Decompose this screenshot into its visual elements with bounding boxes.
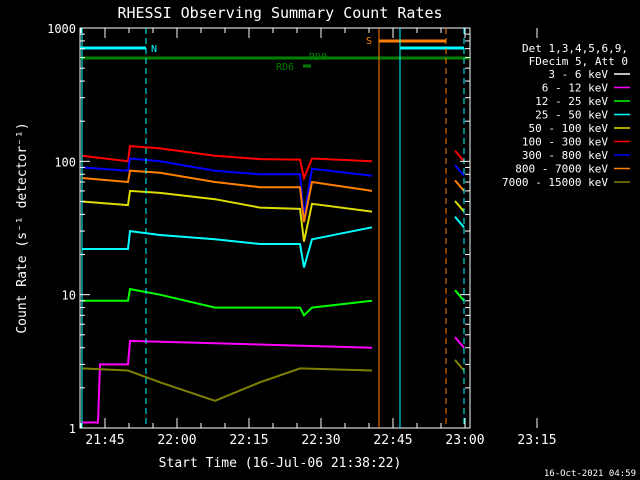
series-line [454, 200, 465, 213]
rd0-label: RD0 [309, 52, 327, 63]
legend-header: FDecim 5, Att 0 [529, 55, 628, 68]
x-tick-label: 22:00 [157, 433, 196, 448]
plot-frame [79, 27, 471, 429]
legend-entry: 12 - 25 keV [535, 95, 608, 108]
legend-entry: 800 - 7000 keV [515, 163, 608, 176]
legend: Det 1,3,4,5,6,9,FDecim 5, Att 03 - 6 keV… [502, 42, 630, 189]
series-line [82, 226, 373, 268]
series-line [81, 157, 373, 218]
legend-entry: 25 - 50 keV [535, 109, 608, 122]
legend-entry: 300 - 800 keV [522, 149, 608, 162]
y-tick-label: 100 [54, 155, 76, 169]
y-axis-label: Count Rate (s⁻¹ detector⁻¹) [15, 122, 30, 333]
series-line [454, 216, 465, 228]
y-tick-label: 10 [62, 289, 76, 303]
x-tick-label: 22:15 [229, 433, 268, 448]
x-tick-label: 23:15 [517, 433, 556, 448]
series-line [81, 145, 373, 182]
chart-title: RHESSI Observing Summary Count Rates [117, 4, 442, 22]
legend-entry: 100 - 300 keV [522, 136, 608, 149]
x-tick-label: 22:45 [373, 433, 412, 448]
axes-layer: 1 10 100 1000 21:45 22:00 22:15 22:30 22:45 23:00… [47, 22, 556, 448]
y-tick-label: 1 [69, 422, 76, 436]
series-line [82, 339, 373, 424]
flags-layer: RD0 RD6 N S [80, 28, 470, 428]
series-line [81, 169, 373, 223]
legend-entry: 50 - 100 keV [529, 122, 609, 135]
night-label: N [151, 44, 157, 55]
series-line [82, 287, 373, 317]
x-tick-label: 21:45 [85, 433, 124, 448]
x-axis-label: Start Time (16-Jul-06 21:38:22) [159, 456, 402, 471]
series-layer [81, 145, 465, 424]
series-line [454, 359, 465, 372]
series-line [454, 164, 465, 177]
series-line [454, 150, 465, 162]
rd6-label: RD6 [276, 62, 294, 73]
series-line [81, 367, 373, 402]
series-line [81, 189, 373, 242]
x-tick-label: 22:30 [301, 433, 340, 448]
saa-label: S [366, 36, 372, 47]
series-line [454, 179, 465, 192]
series-line [454, 336, 465, 349]
render-timestamp: 16-Oct-2021 04:59 [544, 469, 636, 479]
legend-entry: 6 - 12 keV [542, 82, 609, 95]
legend-entry: 3 - 6 keV [548, 68, 608, 81]
legend-header: Det 1,3,4,5,6,9, [522, 42, 628, 55]
legend-entry: 7000 - 15000 keV [502, 176, 608, 189]
y-tick-label: 1000 [47, 22, 76, 36]
series-line [454, 289, 465, 302]
x-tick-label: 23:00 [445, 433, 484, 448]
